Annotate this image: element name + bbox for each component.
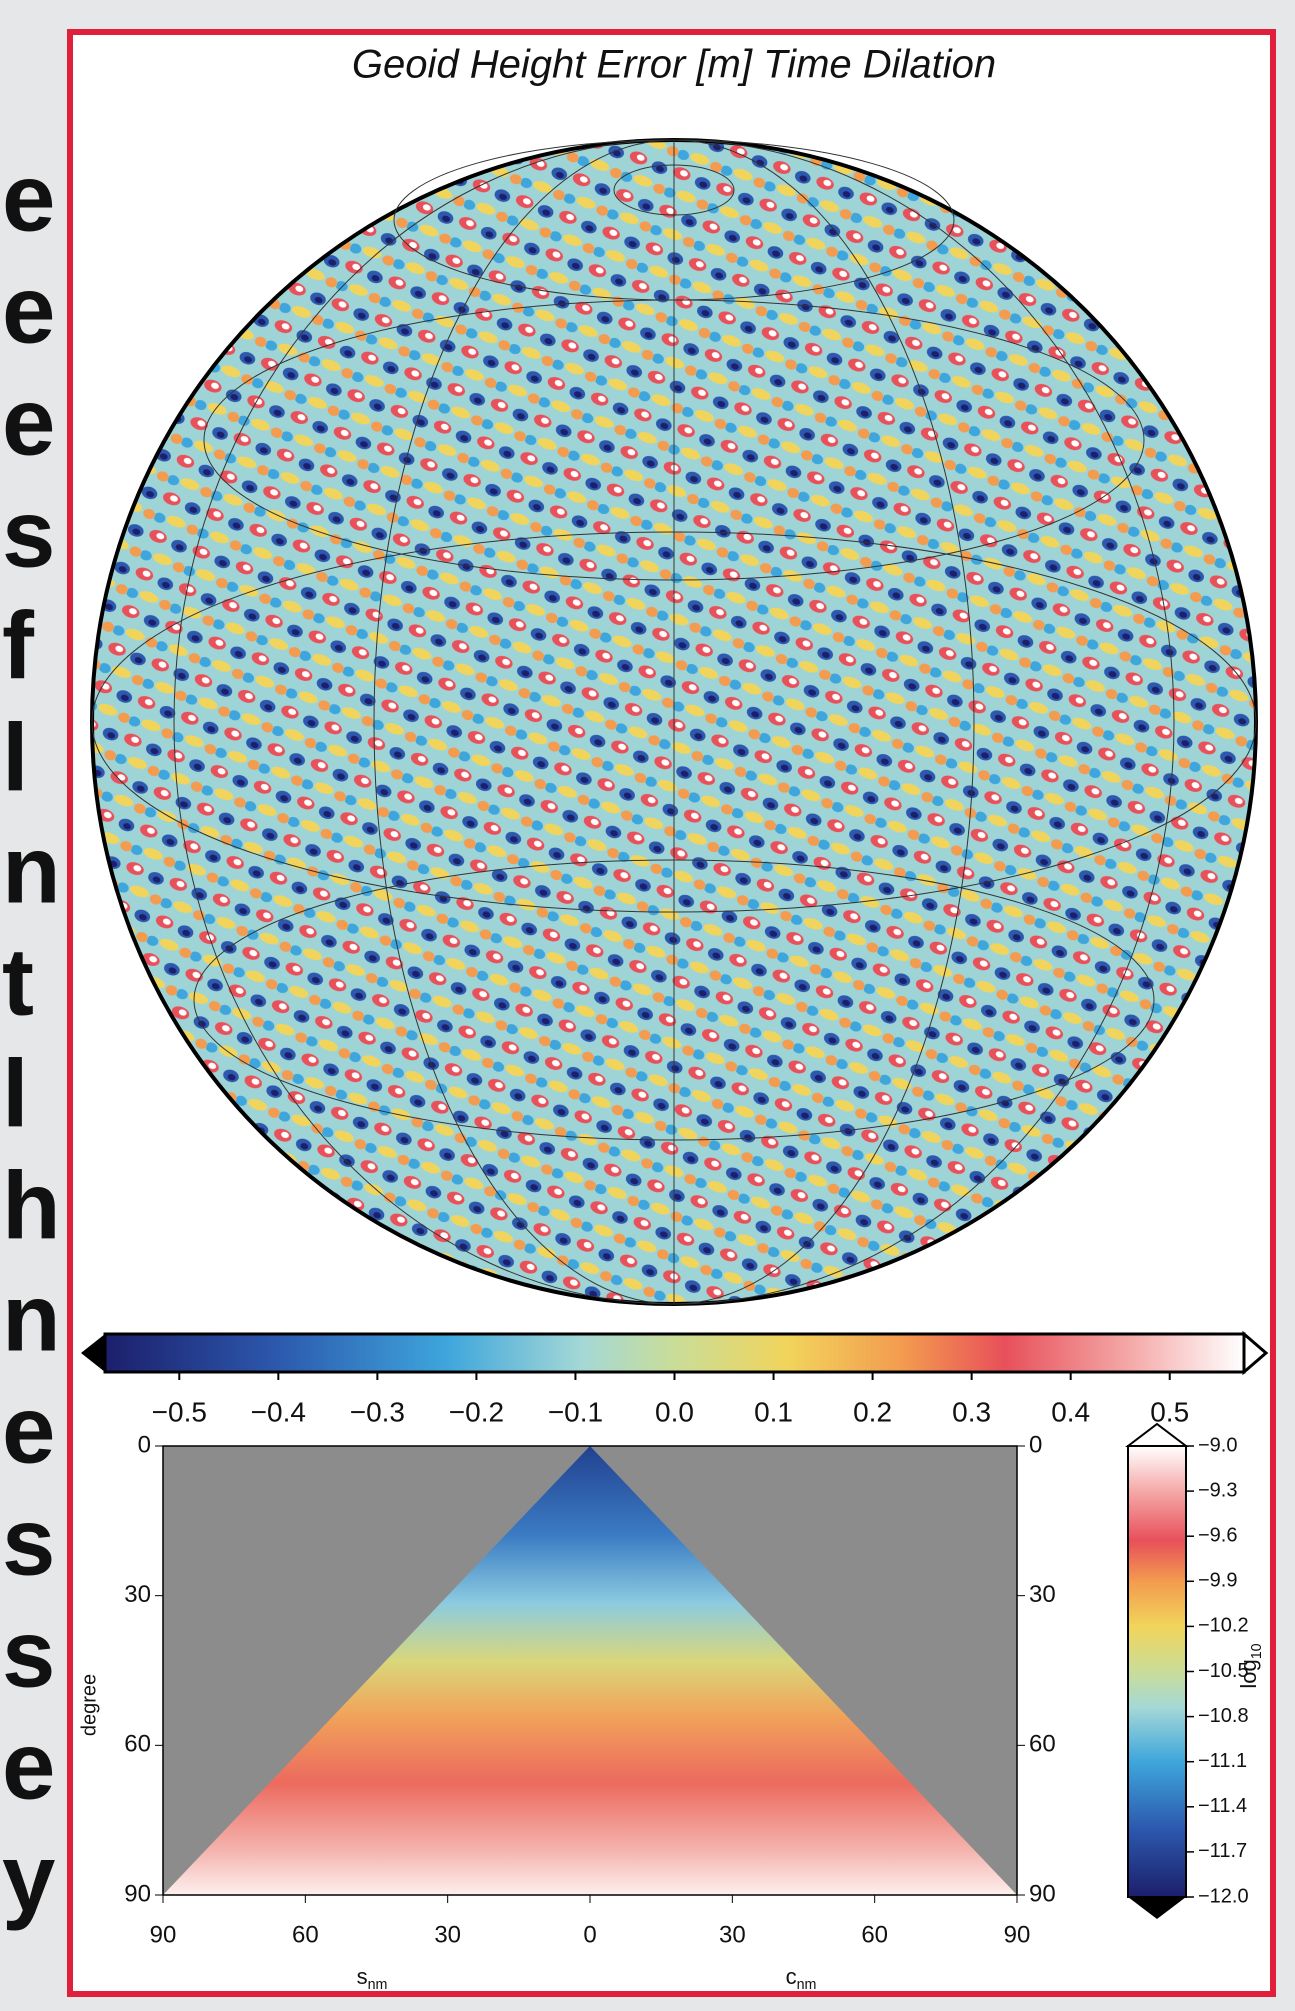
tick-label: −9.3 xyxy=(1198,1479,1237,1501)
tick-label: −0.1 xyxy=(548,1396,603,1427)
side-letter: e xyxy=(2,1376,55,1483)
x-axis-title-base: s xyxy=(357,1964,368,1989)
side-letter: e xyxy=(2,368,55,475)
colorbar-label-sub: 10 xyxy=(1249,1643,1265,1659)
tick-label: 0.4 xyxy=(1051,1396,1090,1427)
tick-label: −9.9 xyxy=(1198,1570,1237,1592)
x-tick-label: 60 xyxy=(292,1921,319,1948)
tick-label: −11.4 xyxy=(1198,1795,1247,1817)
y-tick-label: 30 xyxy=(1029,1581,1056,1608)
y-tick-label: 30 xyxy=(124,1581,151,1608)
x-axis-title-sub: nm xyxy=(368,1977,388,1993)
tick-label: −11.1 xyxy=(1198,1750,1247,1772)
y-tick-label: 90 xyxy=(124,1880,151,1907)
x-tick-label: 30 xyxy=(719,1921,746,1948)
colorbar-bar xyxy=(1128,1446,1186,1897)
tick-label: −0.3 xyxy=(350,1396,405,1427)
y-tick-label: 90 xyxy=(1029,1880,1056,1907)
x-axis-title-base: c xyxy=(786,1964,797,1989)
globe xyxy=(92,140,1256,1304)
y-tick-label: 0 xyxy=(138,1431,151,1458)
side-letter: e xyxy=(2,1712,55,1819)
x-axis-title-sub: nm xyxy=(797,1977,817,1993)
side-letter: e xyxy=(2,144,55,251)
side-letter: s xyxy=(2,1600,55,1707)
side-letter: n xyxy=(2,816,61,923)
tick-label: 0.2 xyxy=(853,1396,892,1427)
y-tick-label: 60 xyxy=(1029,1731,1056,1758)
tick-label: −9.6 xyxy=(1198,1524,1237,1546)
side-letter: l xyxy=(2,1040,29,1147)
side-letter: t xyxy=(2,928,34,1035)
tick-label: −12.0 xyxy=(1198,1885,1249,1907)
side-letter: l xyxy=(2,704,29,811)
tick-label: −10.8 xyxy=(1198,1705,1249,1727)
side-letter: s xyxy=(2,1488,55,1595)
tick-label: −0.4 xyxy=(251,1396,306,1427)
side-letter: y xyxy=(2,1824,55,1931)
x-tick-label: 60 xyxy=(861,1921,888,1948)
side-letter: f xyxy=(2,592,35,699)
figure: Geoid Height Error [m] Time Dilation −0.… xyxy=(0,0,1295,2011)
colorbar-bar xyxy=(105,1334,1244,1372)
tick-label: 0.5 xyxy=(1150,1396,1189,1427)
y-tick-label: 60 xyxy=(124,1731,151,1758)
colorbar-label-base: log xyxy=(1236,1659,1261,1688)
x-tick-label: 30 xyxy=(434,1921,461,1948)
tick-label: −11.7 xyxy=(1198,1840,1247,1862)
x-tick-label: 0 xyxy=(583,1921,596,1948)
x-tick-label: 90 xyxy=(1004,1921,1031,1948)
side-letter: h xyxy=(2,1152,61,1259)
tick-label: 0.3 xyxy=(952,1396,991,1427)
tick-label: 0.0 xyxy=(655,1396,694,1427)
chart-title: Geoid Height Error [m] Time Dilation xyxy=(352,43,996,87)
tick-label: −0.5 xyxy=(152,1396,207,1427)
tick-label: −10.2 xyxy=(1198,1615,1249,1637)
side-letter: n xyxy=(2,1264,61,1371)
x-tick-label: 90 xyxy=(150,1921,177,1948)
tick-label: −9.0 xyxy=(1198,1434,1237,1456)
side-letter: e xyxy=(2,256,55,363)
y-tick-label: 0 xyxy=(1029,1431,1042,1458)
tick-label: −0.2 xyxy=(449,1396,504,1427)
y-axis-title: degree xyxy=(78,1674,100,1736)
tick-label: 0.1 xyxy=(754,1396,793,1427)
side-letter: s xyxy=(2,480,55,587)
